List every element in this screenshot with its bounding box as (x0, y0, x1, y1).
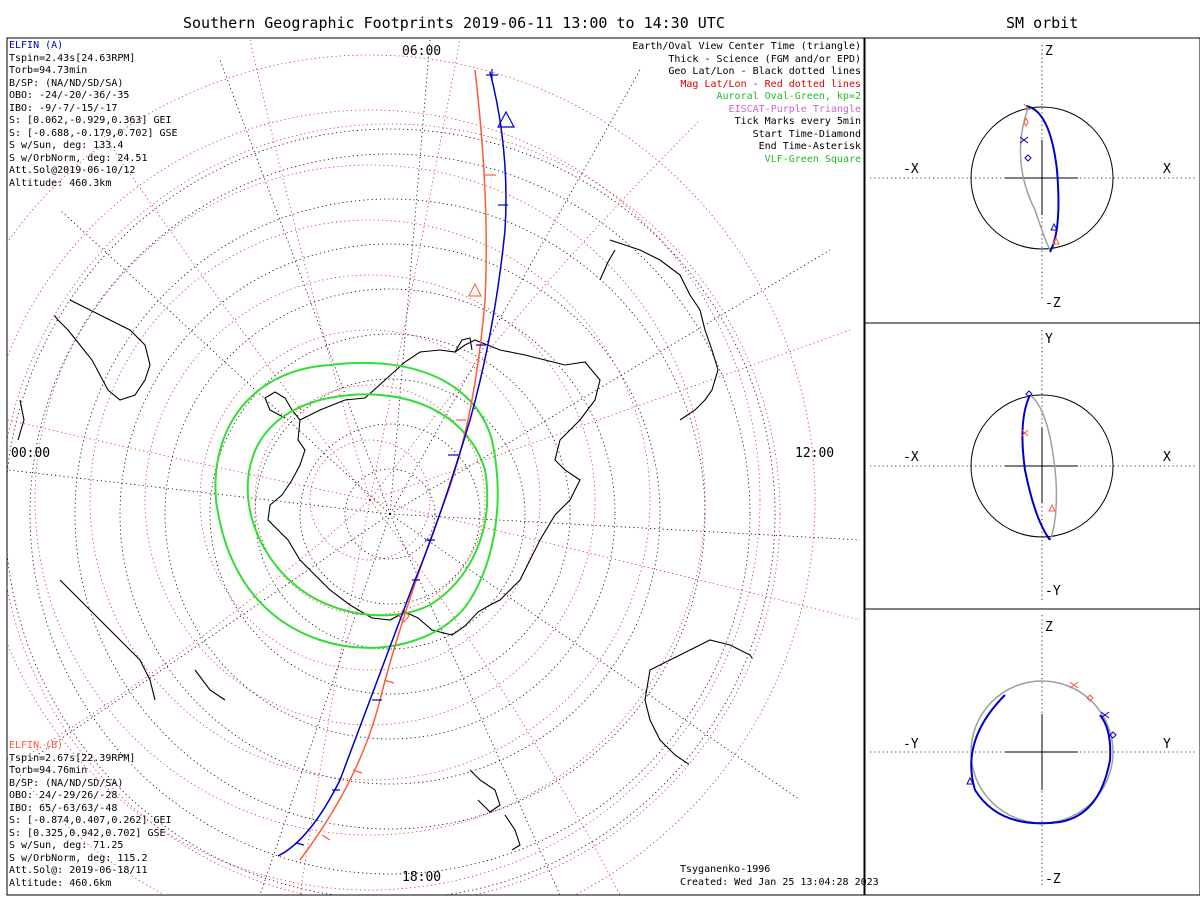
coastlines (17, 239, 771, 851)
side-title: SM orbit (1006, 14, 1079, 32)
elfin-b-line: Att.Sol@: 2019-06-18/11 (9, 865, 148, 876)
legend-item: Thick - Science (FGM and/or EPD) (668, 53, 861, 65)
model-credit: Tsyganenko-1996 (680, 864, 771, 875)
legend-item: Earth/Oval View Center Time (triangle) (632, 41, 861, 52)
elfin-b-line: S w/Sun, deg: 71.25 (9, 840, 124, 851)
legend-item: Start Time-Diamond (752, 128, 861, 140)
credits: Tsyganenko-1996 Created: Wed Jan 25 13:0… (680, 864, 879, 889)
main-title: Southern Geographic Footprints 2019-06-1… (183, 14, 725, 32)
elfin-a-line: Att.Sol@2019-06-10/12 (9, 165, 136, 176)
elfin-a-line: S: [-0.688,-0.179,0.702] GSE (9, 127, 178, 139)
elfin-a-line: Altitude: 460.3km (9, 177, 112, 189)
elfin-a-line: OBO: -24/-20/-36/-35 (9, 90, 130, 101)
legend-item: Auroral Oval-Green, kp=2 (716, 91, 862, 102)
elfin-a-line: IBO: -9/-7/-15/-17 (9, 102, 118, 114)
map-frame (6, 37, 865, 896)
clock-label-left: 00:00 (11, 446, 51, 461)
elfin-b-line: OBO: 24/-29/26/-28 (9, 790, 118, 801)
mag-grid (7, 39, 861, 895)
elfin-b-line: S: [-0.874,0.407,0.262] GEI (9, 815, 172, 826)
elfin-b-line: B/SP: (NA/ND/SD/SA) (9, 777, 124, 789)
side-frame (864, 37, 1200, 896)
panel2-right-label: X (1163, 450, 1171, 465)
elfin-a-line: B/SP: (NA/ND/SD/SA) (9, 77, 124, 89)
panel3-right-label: Y (1163, 737, 1171, 752)
elfin-b-line: S w/OrbNorm, deg: 115.2 (9, 852, 148, 864)
elfin-a-line: Tspin=2.43s[24.63RPM] (9, 52, 136, 64)
orbit-panel-zx (870, 45, 1195, 300)
legend-item: Tick Marks every 5min (734, 116, 861, 127)
legend-item: End Time-Asterisk (758, 141, 861, 152)
auroral-ovals (214, 361, 499, 649)
elfin-b-line: IBO: 65/-63/63/-48 (9, 802, 118, 814)
elfin-b-name: ELFIN (B) (9, 740, 64, 751)
geo-grid (7, 39, 861, 895)
elfin-b-line: S: [0.325,0.942,0.702] GSE (9, 827, 166, 839)
panel1-bottom-label: -Z (1045, 296, 1061, 311)
elfin-a-line: Torb=94.73min (9, 65, 88, 76)
panel1-right-label: X (1163, 162, 1171, 177)
elfin-b-line: Tspin=2.67s[22.39RPM] (9, 752, 136, 764)
panel3-bottom-label: -Z (1045, 872, 1061, 887)
elfin-a-line: S w/Sun, deg: 133.4 (9, 140, 124, 151)
clock-label-bottom: 18:00 (402, 870, 442, 885)
elfin-a-line: S w/OrbNorm, deg: 24.51 (9, 152, 148, 164)
clock-label-top: 06:00 (402, 44, 442, 59)
panel1-left-label: -X (903, 162, 919, 177)
elfin-b-line: Altitude: 460.6km (9, 877, 112, 889)
legend-item: Mag Lat/Lon - Red dotted lines (680, 78, 861, 90)
elfin-a-line: S: [0.062,-0.929,0.363] GEI (9, 115, 172, 126)
panel3-left-label: -Y (903, 737, 919, 752)
legend-item: VLF-Green Square (764, 153, 861, 165)
elfin-a-info: ELFIN (A) Tspin=2.43s[24.63RPM] Torb=94.… (9, 40, 178, 190)
elfin-a-name: ELFIN (A) (9, 40, 64, 51)
panel3-top-label: Z (1045, 620, 1053, 635)
clock-label-right: 12:00 (795, 446, 835, 461)
panel2-left-label: -X (903, 450, 919, 465)
panel2-top-label: Y (1045, 332, 1053, 347)
created-timestamp: Created: Wed Jan 25 13:04:28 2023 (680, 876, 879, 888)
legend: Earth/Oval View Center Time (triangle) T… (632, 41, 861, 166)
legend-item: EISCAT-Purple Triangle (728, 103, 861, 115)
legend-item: Geo Lat/Lon - Black dotted lines (668, 66, 861, 77)
panel2-bottom-label: -Y (1045, 584, 1061, 599)
orbit-panel-zy (870, 615, 1195, 885)
elfin-b-info: ELFIN (B) Tspin=2.67s[22.39RPM] Torb=94.… (9, 740, 172, 890)
elfin-b-track (299, 69, 496, 861)
orbit-panel-yx (870, 330, 1195, 600)
panel1-top-label: Z (1045, 44, 1053, 59)
elfin-a-track (277, 69, 515, 857)
elfin-b-line: Torb=94.76min (9, 765, 88, 776)
